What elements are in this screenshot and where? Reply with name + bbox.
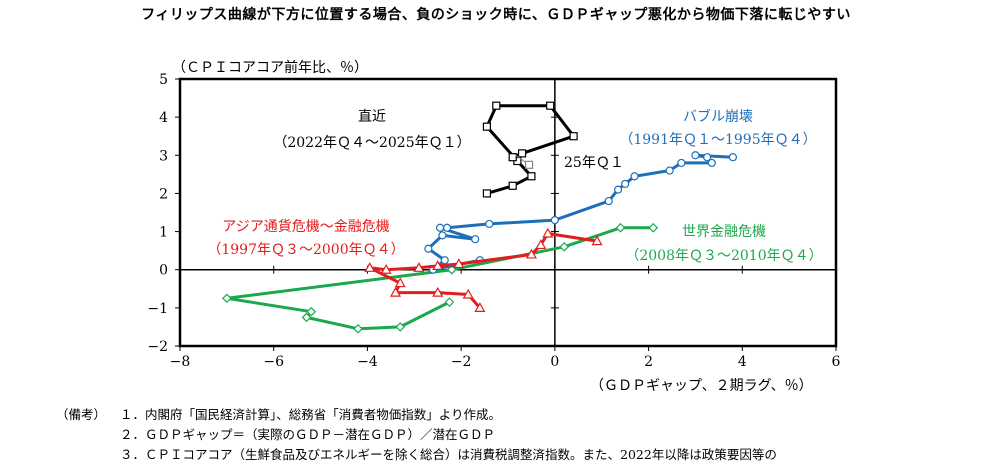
- y-tick-label: −2: [147, 339, 168, 355]
- data-point: [440, 256, 449, 265]
- label-asia-name: アジア通貨危機～金融危機: [222, 218, 389, 235]
- data-point: [424, 244, 433, 253]
- y-tick-label: 2: [159, 186, 168, 202]
- y-tick-label: 5: [159, 72, 168, 88]
- label-bubble-period: （1991年Ｑ１～1995年Ｑ４）: [619, 132, 816, 148]
- data-point: [508, 181, 517, 190]
- data-point: [444, 297, 455, 307]
- label-gfc-period: （2008年Ｑ３～2010年Ｑ４）: [625, 248, 822, 264]
- data-point: [615, 222, 626, 233]
- data-point: [630, 172, 639, 181]
- x-tick-label: −6: [263, 354, 284, 370]
- data-point: [665, 166, 674, 175]
- data-point: [394, 277, 406, 288]
- data-point: [559, 241, 570, 252]
- note-line: ２．ＧＤＰギャップ＝（実際のＧＤＰ－潜在ＧＤＰ）／潜在ＧＤＰ: [120, 427, 496, 442]
- data-point: [482, 122, 492, 131]
- data-point: [677, 158, 686, 168]
- label-asia-period: （1997年Ｑ３～2000年Ｑ４）: [207, 242, 404, 258]
- data-point: [432, 286, 444, 297]
- y-tick-label: 4: [159, 110, 168, 126]
- data-point: [648, 222, 659, 233]
- series-2: [222, 222, 659, 334]
- x-tick-label: −2: [451, 354, 472, 370]
- data-point: [728, 153, 738, 162]
- x-tick-label: 6: [832, 354, 841, 370]
- x-tick-label: 0: [550, 354, 559, 370]
- chart-title: フィリップス曲線が下方に位置する場合、負のショック時に、ＧＤＰギャップ悪化から物…: [141, 7, 851, 23]
- data-point: [474, 302, 486, 312]
- data-point: [707, 158, 716, 168]
- data-point: [435, 223, 445, 232]
- plot-frame: [178, 77, 838, 348]
- x-axis-label: （ＧＤＰギャップ、２期ラグ、％）: [590, 378, 813, 394]
- x-tick-label: −4: [357, 354, 378, 370]
- phillips-curve-chart: （ＣＰＩコアコア前年比、％） （ＧＤＰギャップ、２期ラグ、％） −8 −6 −4 −2…: [147, 59, 841, 394]
- data-point: [542, 227, 554, 238]
- x-tick-label: 2: [644, 354, 653, 370]
- data-point: [442, 223, 452, 232]
- annotation-25q1: 25年Ｑ１: [564, 155, 624, 171]
- data-point: [413, 262, 425, 272]
- note-line: １．内閣府「国民経済計算」、総務省「消費者物価指数」より作成。: [120, 407, 502, 422]
- data-point: [301, 312, 312, 323]
- data-point: [569, 132, 578, 141]
- data-point: [364, 262, 376, 272]
- data-point: [591, 235, 603, 246]
- data-point: [691, 151, 700, 160]
- series-3: [482, 101, 578, 198]
- y-tick-label: 3: [159, 148, 168, 164]
- x-tick-label: −8: [170, 354, 191, 370]
- data-point: [492, 101, 501, 110]
- series-line: [485, 104, 576, 195]
- data-point: [395, 322, 406, 332]
- data-point: [453, 258, 465, 269]
- label-gfc-name: 世界金融危機: [682, 224, 766, 240]
- data-point: [525, 248, 537, 259]
- data-point: [508, 153, 517, 162]
- data-point: [462, 288, 474, 299]
- data-point: [527, 172, 536, 181]
- data-point: [546, 101, 555, 110]
- data-point: [432, 260, 444, 270]
- label-bubble-name: バブル崩壊: [683, 108, 753, 125]
- label-recent-name: 直近: [358, 108, 386, 125]
- data-point: [703, 153, 712, 162]
- y-tick-label: 0: [159, 263, 168, 279]
- label-recent-period: （2022年Ｑ４～2025年Ｑ１）: [273, 135, 470, 151]
- data-point: [550, 216, 559, 225]
- data-point: [517, 149, 527, 158]
- notes-head: （備考）: [56, 407, 107, 422]
- x-tick-label: 4: [738, 354, 747, 370]
- y-tick-label: −1: [147, 301, 168, 317]
- y-tick-label: 1: [159, 225, 168, 241]
- data-point: [604, 196, 613, 206]
- data-point: [380, 263, 392, 274]
- data-point: [482, 189, 492, 198]
- data-point: [390, 286, 402, 297]
- data-point: [621, 179, 630, 188]
- notes-block: （備考） １．内閣府「国民経済計算」、総務省「消費者物価指数」より作成。 ２．Ｇ…: [56, 405, 777, 465]
- data-point: [614, 185, 623, 194]
- series-1: [364, 227, 603, 312]
- series-line: [225, 226, 654, 331]
- data-point: [353, 323, 363, 334]
- data-point: [222, 293, 232, 304]
- annotation-marker: [524, 160, 534, 169]
- data-point: [306, 306, 317, 317]
- data-point: [485, 219, 494, 229]
- data-point: [471, 235, 480, 244]
- data-point: [438, 231, 447, 240]
- y-axis-label: （ＣＰＩコアコア前年比、％）: [172, 59, 368, 76]
- note-line: ３．ＣＰＩコアコア（生鮮食品及びエネルギーを除く総合）は消費税調整済指数。また、…: [120, 447, 777, 462]
- data-point: [535, 239, 547, 250]
